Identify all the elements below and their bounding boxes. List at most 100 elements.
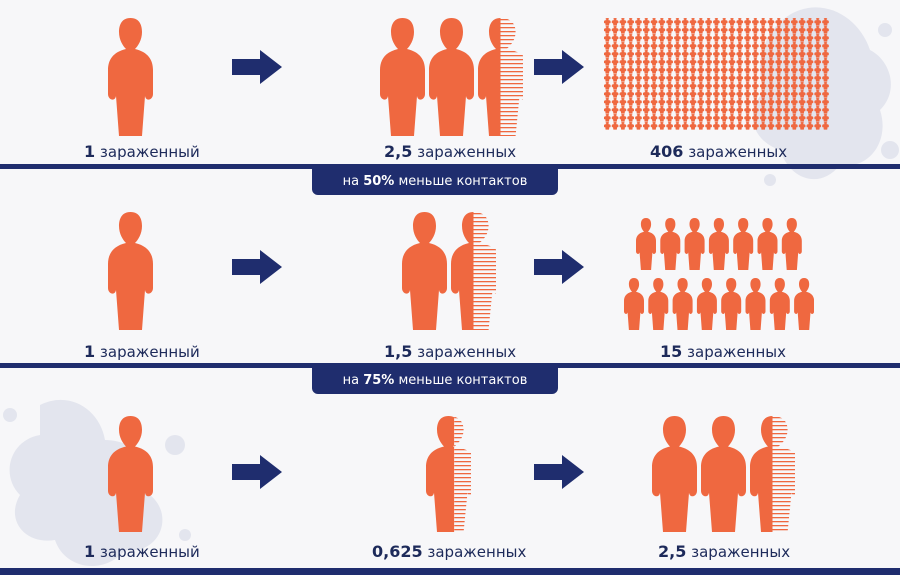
person-icon [684,218,705,270]
person-icon [650,18,658,26]
person-icon [744,122,751,130]
person-icon [705,26,712,34]
person-icon [627,122,634,130]
person-icon [627,50,634,58]
arrow-right-icon [232,455,282,489]
person-icon [822,18,829,26]
person-icon [666,34,673,42]
person-icon [627,82,634,90]
person-icon [783,98,790,106]
person-icon [705,90,712,98]
person-icon [814,58,822,66]
person-icon [689,114,697,122]
person-icon [736,90,744,98]
person-icon [720,58,728,66]
person-icon [674,74,681,82]
person-icon [721,278,742,330]
person-icon [658,66,666,74]
row3-middle-label: 0,625 зараженных [372,542,527,561]
person-icon [689,18,697,26]
person-icon [767,74,775,82]
person-icon [736,66,744,74]
person-icon [681,82,689,90]
person-icon [767,50,775,58]
person-icon [728,34,736,42]
person-icon [767,106,775,114]
person-icon [736,58,744,66]
person-icons [108,212,153,330]
person-icon [736,50,744,58]
person-icon [674,122,681,130]
person-icon [611,74,619,82]
person-icon [814,18,822,26]
divider-pill-75: на 75% меньше контактов [312,368,558,394]
person-icon [806,42,814,50]
person-icon [713,58,720,66]
person-icon [791,66,798,74]
person-icon [380,18,425,136]
person-icon [697,106,705,114]
person-icon [658,18,666,26]
person-icon [814,26,822,34]
person-icon [728,98,736,106]
person-icon [775,82,783,90]
row1-middle-label: 2,5 зараженных [384,142,517,161]
person-icon [736,122,744,130]
person-icon [720,18,728,26]
person-icon [658,34,666,42]
person-icon [720,106,728,114]
person-icon [759,26,767,34]
person-icon [775,18,783,26]
person-icon [783,18,790,26]
person-icon [728,122,736,130]
person-icon [744,50,751,58]
person-icon [666,106,673,114]
person-icon [752,114,759,122]
person-icon [798,34,806,42]
person-icon [744,114,751,122]
divider-line [0,164,900,169]
person-icon [689,82,697,90]
person-icon [752,34,759,42]
person-icon [611,26,619,34]
person-icon [791,74,798,82]
person-icon [689,42,697,50]
person-icon [619,106,627,114]
person-icon [752,66,759,74]
person-icon [814,106,822,114]
person-icon [767,58,775,66]
person-icon [681,42,689,50]
person-icon [822,26,829,34]
person-icon [798,26,806,34]
person-icon [674,50,681,58]
person-icon [635,42,642,50]
row2-end-label: 15 зараженных [660,342,787,361]
person-icon [744,58,751,66]
person-icon [720,42,728,50]
person-icon [775,114,783,122]
person-icon [705,106,712,114]
person-icon [635,90,642,98]
person-icon [720,122,728,130]
person-icon [814,74,822,82]
person-icon [658,90,666,98]
person-icon [429,18,474,136]
person-icon [650,122,658,130]
bottom-line [0,568,900,575]
arrow-right-icon [534,455,584,489]
person-icon [728,18,736,26]
person-icon [619,50,627,58]
person-icon [744,74,751,82]
person-icon [798,82,806,90]
person-icon [744,42,751,50]
person-icon [783,122,790,130]
person-icon [652,416,697,532]
person-icon [642,50,650,58]
person-icon [736,98,744,106]
person-icon [759,122,767,130]
person-icon [705,122,712,130]
person-icon [713,66,720,74]
person-icon [798,50,806,58]
person-icon [822,58,829,66]
person-icon [705,74,712,82]
